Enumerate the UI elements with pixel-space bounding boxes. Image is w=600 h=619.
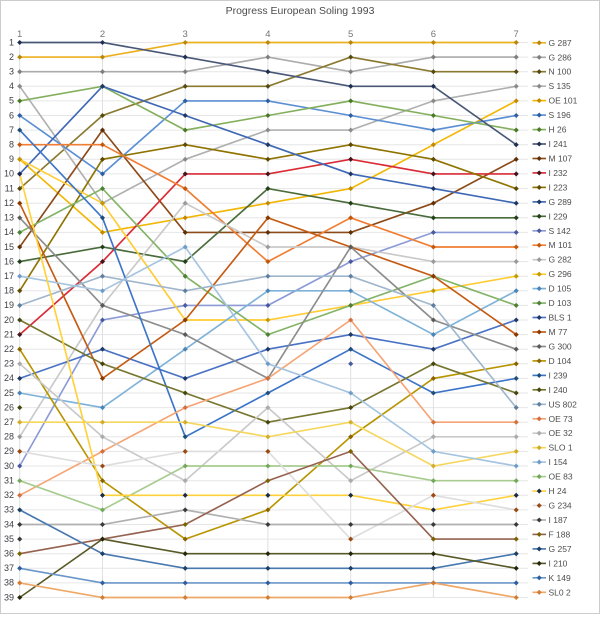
svg-text:I 229: I 229 <box>549 211 568 221</box>
svg-text:16: 16 <box>4 256 14 266</box>
svg-text:S 196: S 196 <box>549 110 571 120</box>
svg-text:17: 17 <box>4 271 14 281</box>
svg-text:D 103: D 103 <box>549 298 572 308</box>
svg-text:G 289: G 289 <box>549 197 572 207</box>
svg-text:G 257: G 257 <box>549 544 572 554</box>
svg-text:18: 18 <box>4 286 14 296</box>
svg-text:US 802: US 802 <box>549 399 578 409</box>
svg-text:D 104: D 104 <box>549 356 572 366</box>
svg-text:27: 27 <box>4 417 14 427</box>
svg-text:20: 20 <box>4 315 14 325</box>
svg-text:H 24: H 24 <box>549 486 567 496</box>
svg-text:36: 36 <box>4 549 14 559</box>
svg-text:32: 32 <box>4 490 14 500</box>
svg-text:M 101: M 101 <box>549 240 573 250</box>
svg-text:19: 19 <box>4 300 14 310</box>
svg-text:4: 4 <box>265 29 270 40</box>
svg-text:SLO 1: SLO 1 <box>549 443 573 453</box>
svg-text:26: 26 <box>4 402 14 412</box>
svg-text:3: 3 <box>9 67 14 77</box>
svg-text:I 232: I 232 <box>549 168 568 178</box>
svg-text:24: 24 <box>4 373 14 383</box>
svg-text:I 239: I 239 <box>549 370 568 380</box>
svg-text:6: 6 <box>431 29 436 40</box>
svg-text:5: 5 <box>348 29 353 40</box>
svg-text:7: 7 <box>514 29 519 40</box>
svg-text:G 296: G 296 <box>549 269 572 279</box>
svg-text:23: 23 <box>4 359 14 369</box>
svg-text:38: 38 <box>4 578 14 588</box>
svg-text:5: 5 <box>9 96 14 106</box>
svg-text:39: 39 <box>4 592 14 602</box>
svg-text:I 240: I 240 <box>549 385 568 395</box>
svg-text:22: 22 <box>4 344 14 354</box>
svg-text:1: 1 <box>17 29 22 40</box>
svg-text:G 234: G 234 <box>549 501 572 511</box>
svg-text:BLS 1: BLS 1 <box>549 313 572 323</box>
svg-text:M 107: M 107 <box>549 154 573 164</box>
svg-text:OE 101: OE 101 <box>549 96 578 106</box>
svg-text:F 188: F 188 <box>549 529 571 539</box>
svg-text:OE 83: OE 83 <box>549 472 573 482</box>
svg-text:M 77: M 77 <box>549 327 568 337</box>
svg-text:13: 13 <box>4 213 14 223</box>
svg-text:OE 32: OE 32 <box>549 428 573 438</box>
svg-text:10: 10 <box>4 169 14 179</box>
svg-text:I 241: I 241 <box>549 139 568 149</box>
svg-text:I 187: I 187 <box>549 515 568 525</box>
svg-text:I 210: I 210 <box>549 558 568 568</box>
svg-text:S 135: S 135 <box>549 81 571 91</box>
svg-text:G 286: G 286 <box>549 52 572 62</box>
svg-text:2: 2 <box>100 29 105 40</box>
svg-text:6: 6 <box>9 110 14 120</box>
svg-text:28: 28 <box>4 432 14 442</box>
svg-text:34: 34 <box>4 519 14 529</box>
svg-text:I 154: I 154 <box>549 457 568 467</box>
svg-text:25: 25 <box>4 388 14 398</box>
svg-text:8: 8 <box>9 140 14 150</box>
svg-text:G 287: G 287 <box>549 38 572 48</box>
svg-text:H 26: H 26 <box>549 125 567 135</box>
svg-text:3: 3 <box>183 29 188 40</box>
svg-text:11: 11 <box>5 183 14 193</box>
svg-text:2: 2 <box>9 52 14 62</box>
svg-text:D 105: D 105 <box>549 284 572 294</box>
svg-text:30: 30 <box>4 461 14 471</box>
svg-text:OE 73: OE 73 <box>549 414 573 424</box>
svg-text:S 142: S 142 <box>549 226 571 236</box>
svg-text:33: 33 <box>4 505 14 515</box>
svg-text:21: 21 <box>4 329 14 339</box>
svg-text:35: 35 <box>4 534 14 544</box>
svg-text:9: 9 <box>9 154 14 164</box>
svg-text:SL0 2: SL0 2 <box>549 587 571 597</box>
svg-text:G 282: G 282 <box>549 255 572 265</box>
svg-text:7: 7 <box>9 125 14 135</box>
svg-text:1: 1 <box>9 37 14 47</box>
svg-text:15: 15 <box>4 242 14 252</box>
svg-text:N 100: N 100 <box>549 67 572 77</box>
svg-text:Progress European Soling 1993: Progress European Soling 1993 <box>226 5 375 17</box>
svg-text:29: 29 <box>4 446 14 456</box>
svg-text:12: 12 <box>4 198 14 208</box>
svg-text:14: 14 <box>4 227 14 237</box>
svg-text:K 149: K 149 <box>549 573 571 583</box>
svg-text:4: 4 <box>9 81 14 91</box>
svg-text:31: 31 <box>4 476 14 486</box>
svg-text:37: 37 <box>4 563 14 573</box>
svg-text:G 300: G 300 <box>549 342 572 352</box>
svg-text:I 223: I 223 <box>549 182 568 192</box>
